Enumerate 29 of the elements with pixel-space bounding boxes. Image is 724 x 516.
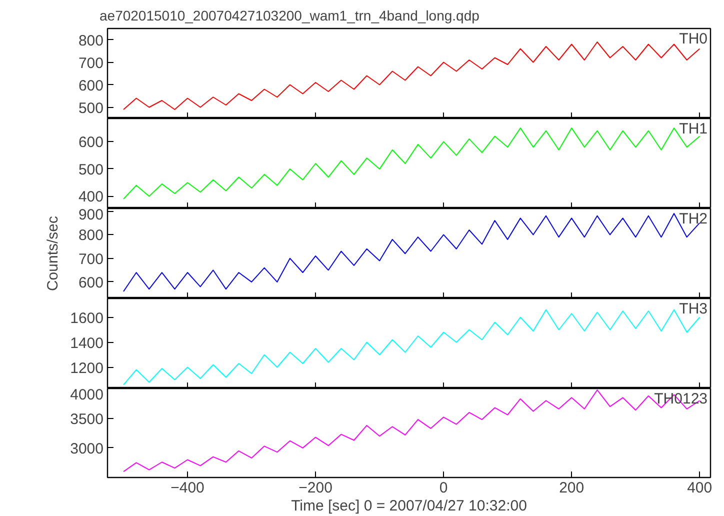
y-tick-label: 4000 [70,386,104,404]
y-tick-label: 900 [78,206,104,224]
y-tick-label: 400 [78,188,104,206]
x-axis-title: Time [sec] 0 = 2007/04/27 10:32:00 [291,498,527,514]
x-tick-label: 400 [687,480,712,496]
annotation: TH2 [679,210,708,228]
x-tick-label: 200 [559,480,584,496]
y-tick-label: 800 [78,32,104,50]
chart-title: ae702015010_20070427103200_wam1_trn_4band_long.qdp [100,8,480,24]
x-tick-label: 0 [439,480,448,496]
y-tick-label: 3500 [70,410,104,428]
y-tick-label: 700 [78,54,104,72]
y-tick-label: 3000 [70,440,104,458]
y-tick-label: 600 [78,134,104,152]
y-axis-title: Counts/sec [44,215,62,292]
x-tick-label: −200 [298,480,332,496]
y-tick-label: 600 [78,274,104,292]
annotation: TH3 [679,300,708,318]
y-tick-label: 500 [78,100,104,117]
y-tick-label: 600 [78,77,104,94]
y-tick-label: 500 [78,161,104,178]
x-tick-label: −400 [170,480,204,496]
y-tick-label: 700 [78,250,104,268]
y-tick-label: 1200 [70,360,104,377]
y-tick-label: 800 [78,227,104,244]
annotation: TH0 [679,30,708,48]
annotation: TH1 [679,120,708,138]
y-tick-label: 1400 [70,334,104,352]
y-tick-label: 1600 [70,310,104,327]
